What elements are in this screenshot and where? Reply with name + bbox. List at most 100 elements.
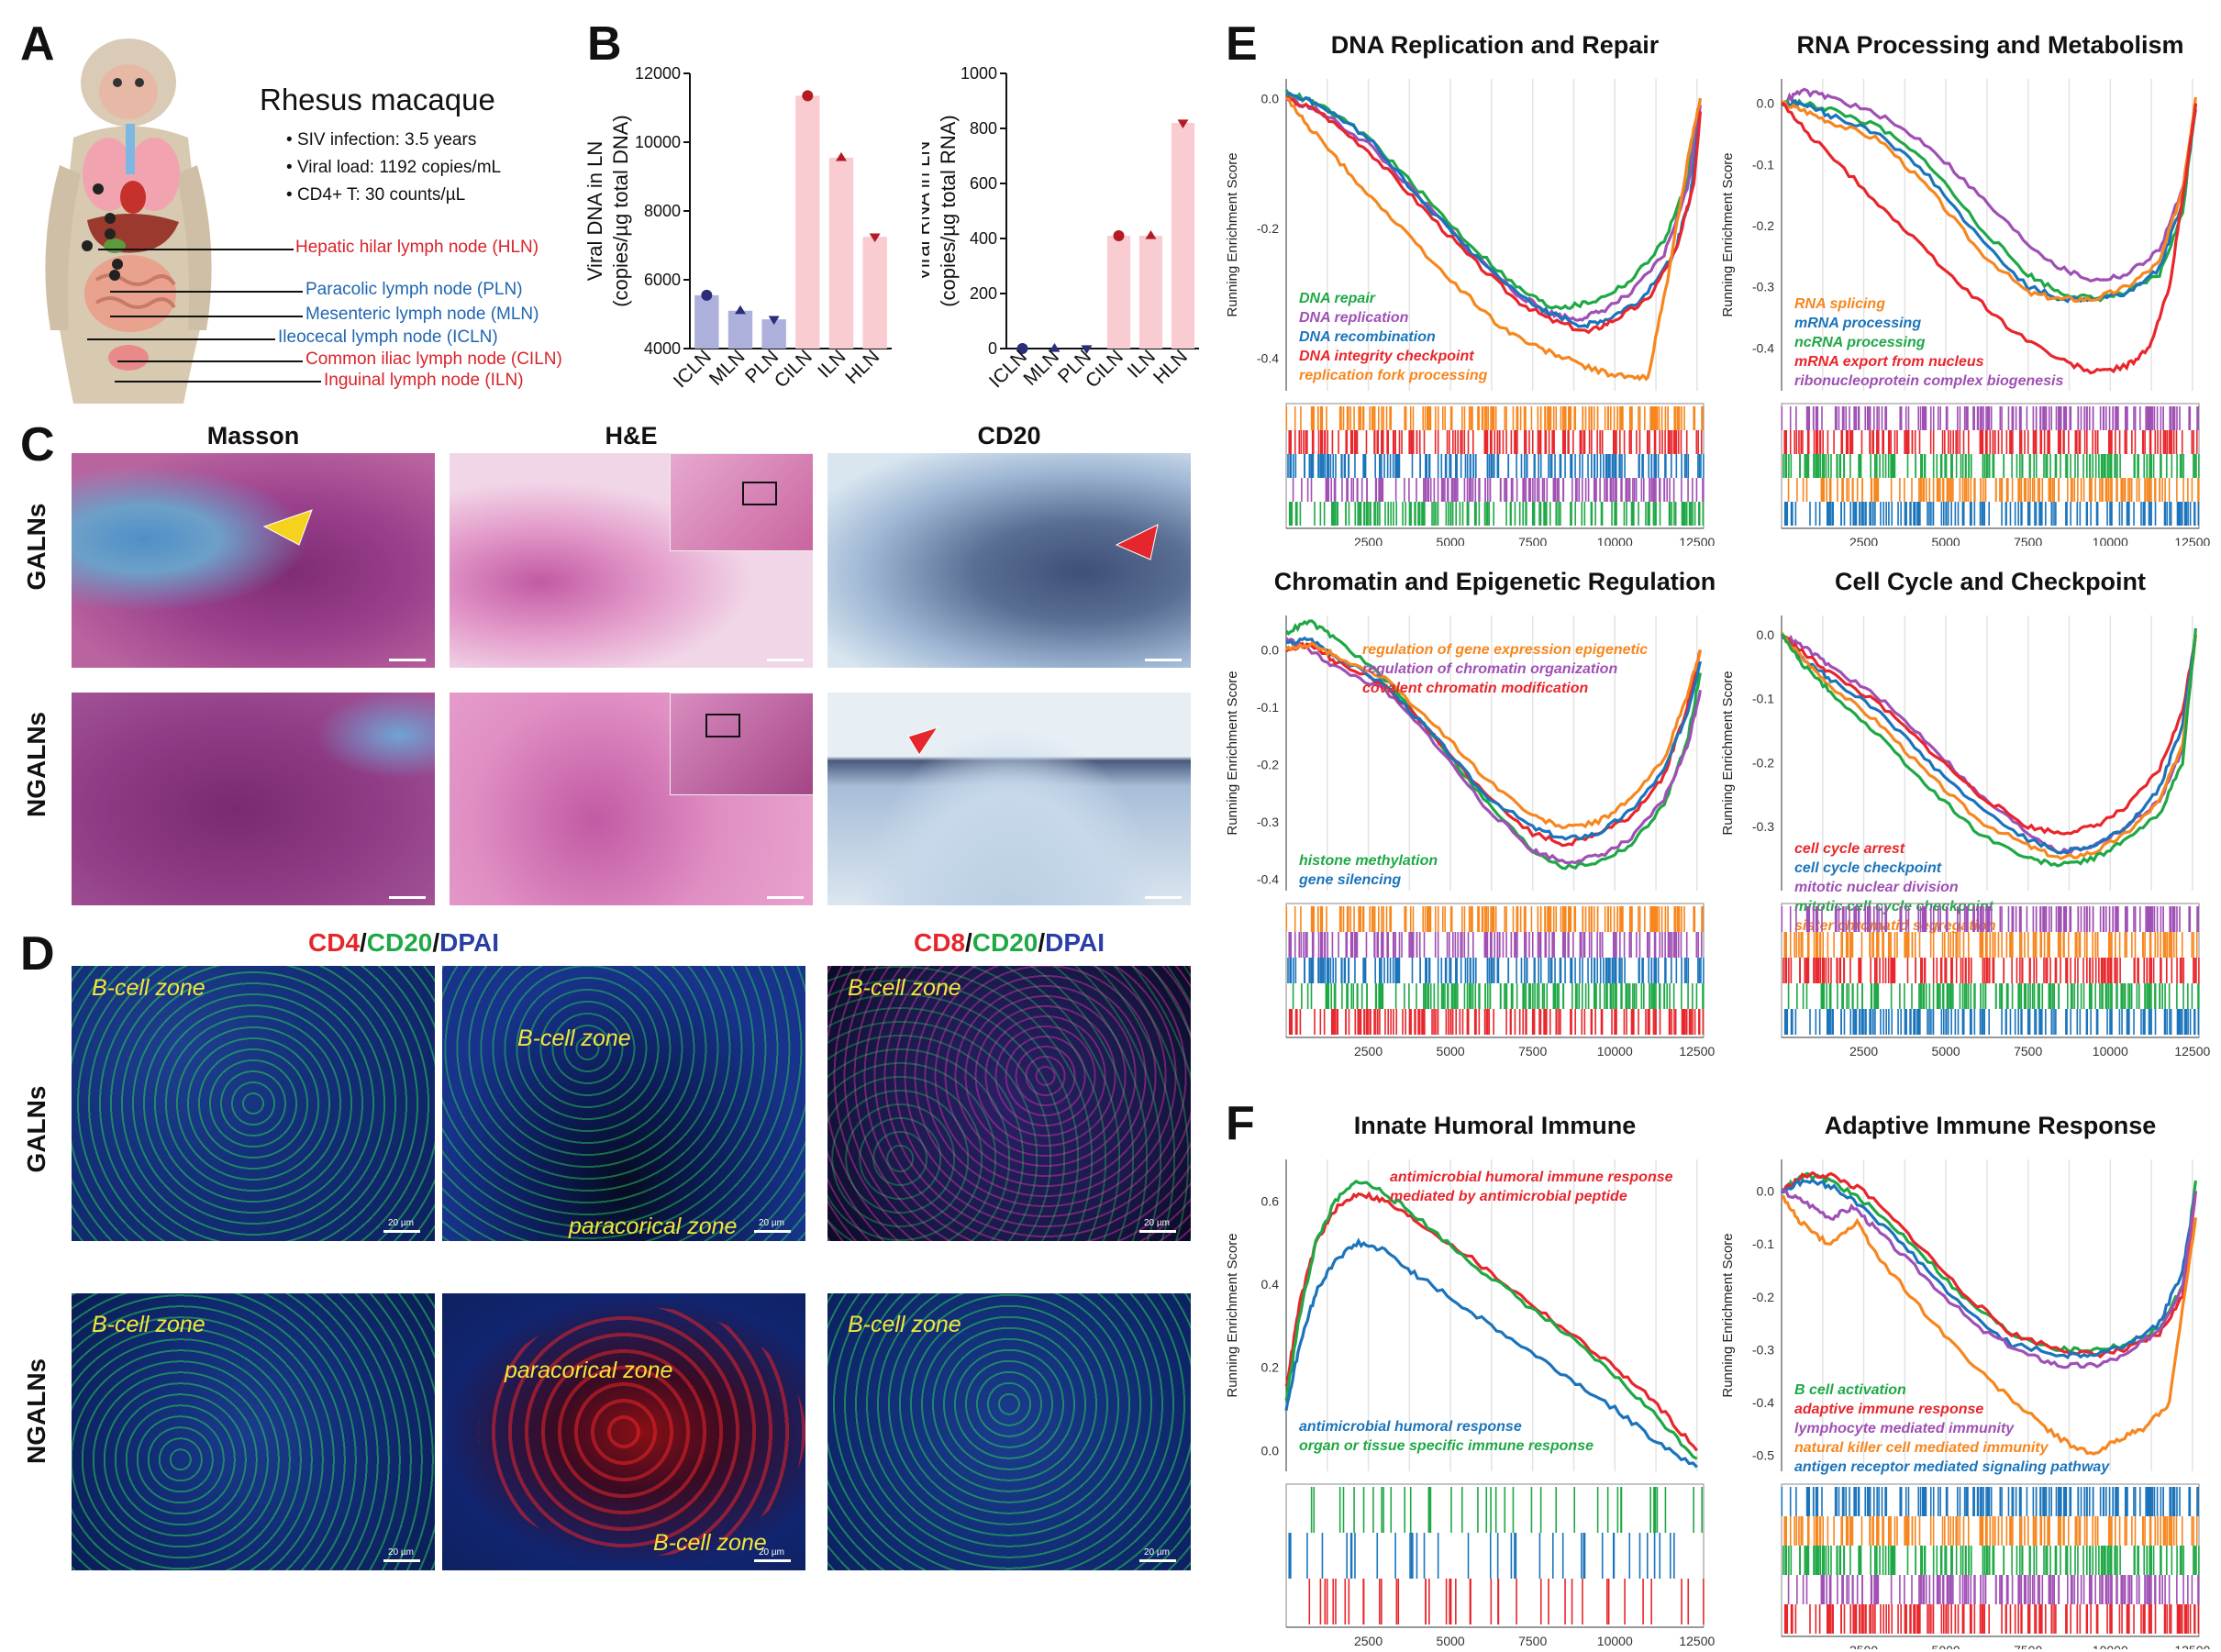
y-tick-label: -0.4 bbox=[1752, 340, 1774, 355]
bar-marker bbox=[1177, 119, 1189, 128]
series-line bbox=[1781, 1170, 2197, 1359]
bar bbox=[1171, 123, 1195, 349]
scale-bar-text: 20 µm bbox=[759, 1218, 784, 1228]
series-line bbox=[1781, 634, 2197, 855]
legend-entry: DNA replication bbox=[1299, 310, 1409, 326]
y-tick-label: -0.1 bbox=[1752, 1236, 1774, 1251]
series-line bbox=[1284, 641, 1702, 848]
legend-entry: histone methylation bbox=[1299, 853, 1438, 869]
y-tick-label: -0.2 bbox=[1752, 218, 1774, 233]
y-tick-label: 0.0 bbox=[1261, 91, 1280, 105]
if-galns-cd4-2: B-cell zone paracorical zone 20 µm bbox=[442, 966, 805, 1241]
legend-entry: mitotic nuclear division bbox=[1794, 880, 1959, 895]
y-tick-label: -0.1 bbox=[1752, 692, 1774, 706]
zone-label-bcell: B-cell zone bbox=[848, 1312, 961, 1337]
col-title-he: H&E bbox=[605, 422, 658, 449]
series-line bbox=[1780, 1171, 2197, 1354]
y-tick-label: -0.4 bbox=[1257, 351, 1279, 366]
series-line bbox=[1780, 633, 2197, 836]
legend-entry: B cell activation bbox=[1794, 1382, 1906, 1398]
y-tick-label: -0.1 bbox=[1752, 157, 1774, 172]
series-line bbox=[1780, 98, 2197, 304]
zone-label-bcell: B-cell zone bbox=[848, 975, 961, 1001]
viral-dna-chart: 4000 6000 8000 10000 12000 Viral DNA in LN (co… bbox=[587, 64, 892, 392]
legend-entry: RNA splicing bbox=[1794, 296, 1885, 312]
series-line bbox=[1781, 627, 2197, 868]
y-tick-label: 800 bbox=[970, 119, 997, 138]
bar-marker bbox=[869, 233, 881, 243]
y-tick-label: -0.3 bbox=[1257, 815, 1279, 829]
x-tick-label: 7500 bbox=[1518, 1044, 1547, 1059]
x-tick-label: 2500 bbox=[1354, 535, 1383, 546]
legend-entry: antimicrobial humoral immune response bbox=[1390, 1170, 1673, 1185]
bar-marker bbox=[802, 90, 814, 102]
y-axis-label: Running Enrichment Score bbox=[1225, 671, 1240, 835]
row-label-galns-d: GALNs bbox=[22, 1085, 50, 1173]
bar-marker bbox=[735, 305, 746, 315]
chart-title: Adaptive Immune Response bbox=[1825, 1112, 2157, 1139]
legend-entry: regulation of chromatin organization bbox=[1362, 661, 1617, 677]
chart-title: Cell Cycle and Checkpoint bbox=[1835, 568, 2146, 595]
y-axis-label-line: (copies/µg total DNA) bbox=[609, 115, 632, 307]
y-tick-label: 4000 bbox=[644, 339, 681, 358]
y-tick-label: -0.2 bbox=[1257, 758, 1279, 772]
if-ngalns-cd8: B-cell zone 20 µm bbox=[827, 1293, 1191, 1570]
bullet-viral-load: • Viral load: 1192 copies/mL bbox=[286, 158, 502, 177]
bar-marker bbox=[1113, 230, 1125, 241]
gsea-rna-processing: RNA Processing and Metabolism 0.0 -0.1 -0.2… bbox=[1720, 31, 2211, 546]
legend-entry: gene silencing bbox=[1298, 872, 1401, 888]
y-tick-label: -0.3 bbox=[1752, 819, 1774, 834]
x-tick-label: 2500 bbox=[1849, 1643, 1878, 1649]
legend-entry: organ or tissue specific immune response bbox=[1299, 1438, 1594, 1454]
panel-label-b: B bbox=[587, 17, 622, 71]
legend-entry: cell cycle checkpoint bbox=[1794, 860, 1942, 876]
scale-bar-text: 20 µm bbox=[388, 1547, 414, 1558]
if-galns-cd4-1: B-cell zone 20 µm bbox=[72, 966, 435, 1241]
x-tick-label: 12500 bbox=[2174, 1044, 2210, 1059]
if-galns-cd8: B-cell zone 20 µm bbox=[827, 966, 1191, 1241]
x-tick-label: 12500 bbox=[1679, 535, 1715, 546]
y-tick-label: 0.6 bbox=[1261, 1193, 1280, 1208]
node-leader-lines bbox=[87, 249, 321, 383]
stain-title-cd4: CD4/CD20/DPAI bbox=[308, 928, 499, 957]
zone-label-bcell: B-cell zone bbox=[517, 1026, 631, 1051]
y-axis-label-line: Viral RNA in LN bbox=[922, 141, 934, 281]
legend-entry: regulation of gene expression epigenetic bbox=[1362, 642, 1648, 658]
series-line bbox=[1780, 87, 2197, 283]
zone-label-bcell: B-cell zone bbox=[653, 1530, 767, 1556]
y-tick-label: 0.0 bbox=[1261, 643, 1280, 658]
y-tick-label: -0.5 bbox=[1752, 1448, 1774, 1463]
y-tick-label: -0.3 bbox=[1752, 280, 1774, 294]
bar bbox=[795, 95, 820, 349]
x-tick-label: HLN bbox=[1149, 346, 1192, 388]
masson-ngalns-image bbox=[72, 693, 435, 905]
x-tick-label: HLN bbox=[841, 346, 883, 388]
y-tick-label: 0.0 bbox=[1261, 1443, 1280, 1458]
x-tick-label: 2500 bbox=[1849, 535, 1878, 546]
series-line bbox=[1781, 1194, 2197, 1456]
bar bbox=[1138, 236, 1163, 349]
x-tick-label: 2500 bbox=[1354, 1634, 1383, 1648]
y-tick-label: 10000 bbox=[635, 133, 681, 151]
x-tick-label: 2500 bbox=[1849, 1044, 1878, 1059]
y-axis-label-line: (copies/µg total RNA) bbox=[937, 115, 960, 307]
node-label-mln: Mesenteric lymph node (MLN) bbox=[305, 305, 539, 324]
legend-entry: cell cycle arrest bbox=[1794, 841, 1905, 857]
col-title-masson: Masson bbox=[206, 422, 300, 449]
panel-label-c: C bbox=[20, 418, 55, 471]
y-axis-label: Running Enrichment Score bbox=[1720, 1233, 1736, 1397]
y-tick-label: -0.1 bbox=[1257, 700, 1279, 715]
y-axis-label: Running Enrichment Score bbox=[1720, 671, 1736, 835]
x-tick-label: 5000 bbox=[1932, 1044, 1960, 1059]
legend-entry: covalent chromatin modification bbox=[1362, 681, 1588, 696]
legend-entry: replication fork processing bbox=[1299, 368, 1488, 383]
x-tick-label: 7500 bbox=[2014, 1643, 2042, 1649]
x-tick-label: 10000 bbox=[1597, 1634, 1633, 1648]
x-tick-label: 5000 bbox=[1932, 1643, 1960, 1649]
series-line bbox=[1780, 1187, 2197, 1369]
series-line bbox=[1284, 1179, 1698, 1460]
y-axis-label: Running Enrichment Score bbox=[1225, 152, 1240, 316]
series-line bbox=[1780, 96, 2197, 304]
series-line bbox=[1284, 1237, 1698, 1469]
series-line bbox=[1781, 98, 2197, 303]
